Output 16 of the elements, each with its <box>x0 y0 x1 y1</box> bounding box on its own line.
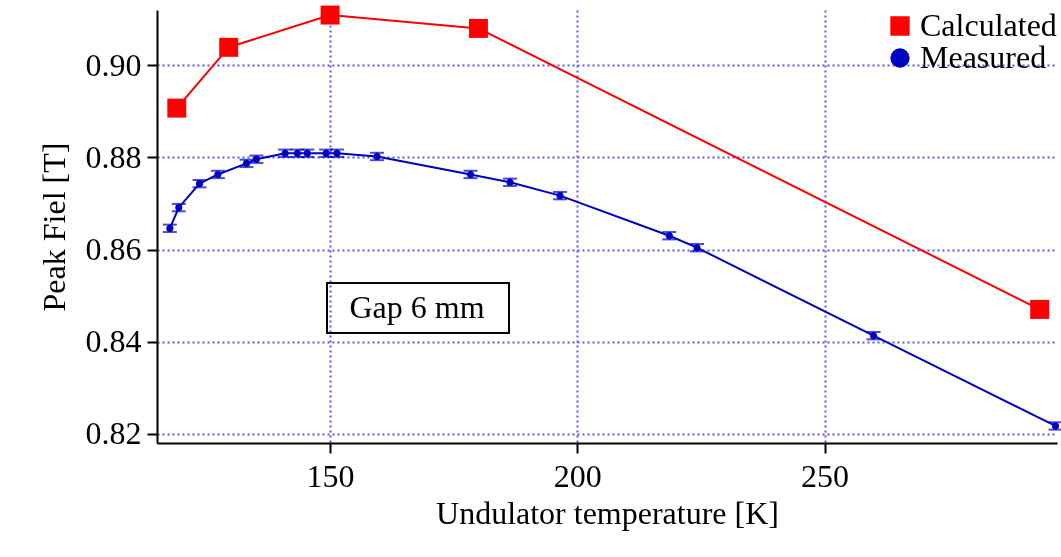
point <box>320 5 340 25</box>
x-tick-label: 250 <box>801 457 850 494</box>
y-axis-title: Peak Fiel [T] <box>35 142 72 312</box>
x-tick-label: 150 <box>306 457 355 494</box>
y-tick-label: 0.90 <box>85 46 142 83</box>
y-tick-label: 0.88 <box>85 138 142 175</box>
x-tick-label: 200 <box>553 457 602 494</box>
point <box>468 18 488 38</box>
y-tick-label: 0.82 <box>85 415 142 452</box>
point <box>1030 299 1050 319</box>
x-axis-title: Undulator temperature [K] <box>436 494 779 531</box>
y-tick-label: 0.86 <box>85 231 142 268</box>
annotation: Gap 6 mm <box>349 289 485 325</box>
point <box>219 37 239 57</box>
point <box>167 98 187 118</box>
y-tick-label: 0.84 <box>85 323 142 360</box>
